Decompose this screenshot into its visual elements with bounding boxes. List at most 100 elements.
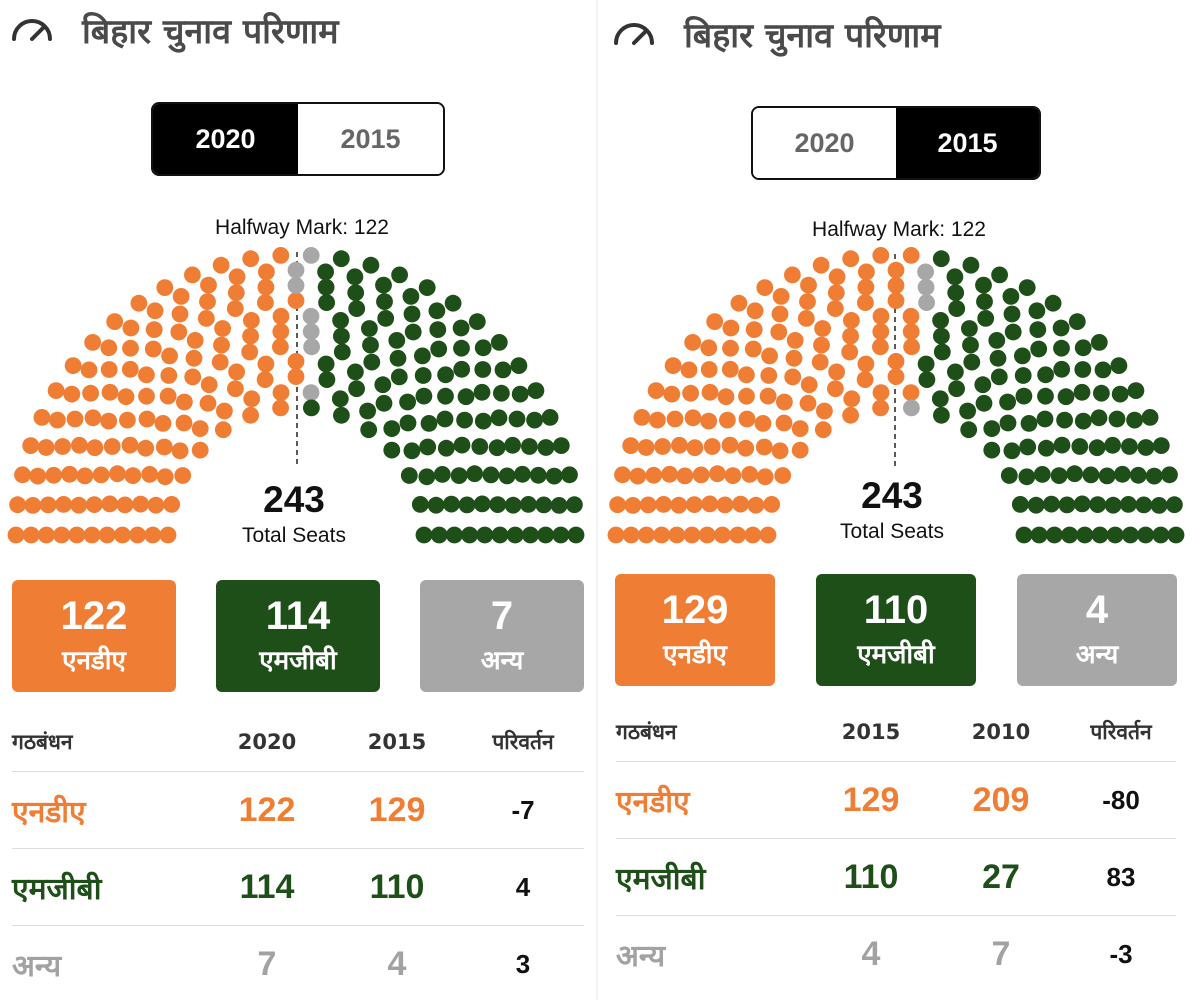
nda-seat-dot bbox=[241, 343, 259, 361]
mgb-seat-dot bbox=[1111, 385, 1129, 403]
nda-seat-dot bbox=[771, 305, 789, 323]
nda-seat-dot bbox=[716, 496, 734, 514]
nda-seat-dot bbox=[242, 327, 259, 345]
mgb-seat-dot bbox=[962, 256, 980, 274]
others-seat-dot bbox=[302, 307, 320, 325]
nda-seat-dot bbox=[243, 390, 261, 408]
mgb-seat-dot bbox=[383, 420, 401, 437]
mgb-seat-dot bbox=[975, 394, 993, 412]
nda-seat-dot bbox=[53, 526, 70, 544]
nda-seat-dot bbox=[816, 402, 833, 420]
page-title: बिहार चुनाव परिणाम bbox=[82, 12, 339, 52]
others-seat-dot bbox=[302, 384, 320, 401]
nda-seat-dot bbox=[83, 526, 101, 544]
nda-seat-dot bbox=[86, 439, 104, 457]
mgb-seat-dot bbox=[960, 421, 978, 439]
nda-seat-dot bbox=[638, 526, 655, 544]
mgb-seat-dot bbox=[1043, 495, 1060, 513]
nda-seat-dot bbox=[242, 250, 260, 268]
col-year-a: 2020 bbox=[237, 729, 297, 754]
nda-seat-dot bbox=[172, 288, 190, 305]
nda-seat-dot bbox=[145, 321, 163, 338]
mgb-seat-dot bbox=[514, 465, 531, 483]
mgb-seat-dot bbox=[453, 360, 471, 378]
mgb-seat-dot bbox=[443, 495, 460, 513]
nda-seat-dot bbox=[257, 294, 274, 311]
nda-seat-dot bbox=[709, 465, 726, 483]
nda-seat-dot bbox=[200, 376, 218, 394]
mgb-seat-dot bbox=[1068, 313, 1086, 330]
mgb-seat-dot bbox=[1127, 382, 1145, 399]
mgb-seat-dot bbox=[390, 368, 408, 386]
mgb-seat-dot bbox=[457, 388, 475, 406]
nda-seat-dot bbox=[80, 361, 98, 379]
seats-year-b: 4 bbox=[387, 945, 407, 983]
total-seats-label: Total Seats bbox=[242, 524, 346, 547]
nda-seat-dot bbox=[82, 384, 99, 402]
nda-seat-dot bbox=[199, 293, 216, 310]
year-option-2015[interactable]: 2015 bbox=[298, 104, 443, 174]
mgb-seat-dot bbox=[963, 353, 981, 371]
nda-seat-dot bbox=[692, 466, 710, 484]
nda-seat-dot bbox=[655, 496, 672, 513]
nda-seat-dot bbox=[887, 261, 905, 279]
nda-seat-dot bbox=[700, 412, 718, 430]
seat-tiles: 129 एनडीए 110 एमजीबी 4 अन्य bbox=[615, 574, 1177, 686]
table-row: एमजीबी 110 27 83 bbox=[616, 839, 1176, 916]
nda-seat-dot bbox=[633, 409, 651, 426]
mgb-seat-dot bbox=[1033, 466, 1051, 483]
nda-seat-dot bbox=[700, 339, 718, 357]
mgb-seat-dot bbox=[404, 323, 422, 341]
mgb-seat-dot bbox=[348, 300, 366, 317]
nda-seat-dot bbox=[287, 368, 305, 385]
table-row: एनडीए 129 209 -80 bbox=[616, 762, 1176, 839]
mgb-seat-dot bbox=[522, 526, 539, 544]
mgb-seat-dot bbox=[359, 402, 376, 420]
col-year-b: 2010 bbox=[971, 719, 1031, 744]
mgb-seat-dot bbox=[446, 526, 463, 544]
mgb-seat-dot bbox=[529, 466, 547, 484]
seat-change: -7 bbox=[511, 794, 535, 825]
table-row: एमजीबी 114 110 4 bbox=[12, 849, 584, 926]
nda-seat-dot bbox=[200, 276, 217, 294]
seats-year-a: 114 bbox=[239, 867, 295, 906]
nda-seat-dot bbox=[745, 321, 763, 338]
seats-year-a: 7 bbox=[257, 945, 277, 983]
nda-seat-dot bbox=[100, 412, 118, 430]
mgb-seat-dot bbox=[1004, 323, 1022, 341]
seats-year-b: 7 bbox=[991, 935, 1011, 973]
nda-seat-dot bbox=[272, 384, 290, 401]
nda-seat-dot bbox=[199, 394, 217, 412]
party-name: एमजीबी bbox=[12, 871, 102, 907]
nda-seat-dot bbox=[684, 409, 702, 427]
nda-seat-dot bbox=[216, 402, 233, 420]
nda-seat-dot bbox=[22, 437, 40, 454]
mgb-seat-dot bbox=[932, 312, 949, 329]
nda-seat-dot bbox=[76, 467, 94, 485]
nda-seat-dot bbox=[857, 294, 874, 311]
nda-seat-dot bbox=[243, 312, 260, 329]
mgb-seat-dot bbox=[933, 406, 950, 424]
nda-seat-dot bbox=[121, 360, 139, 378]
mgb-seat-dot bbox=[1050, 467, 1068, 484]
mgb-seat-dot bbox=[347, 363, 364, 381]
nda-seat-dot bbox=[719, 411, 736, 429]
nda-seat-dot bbox=[68, 526, 86, 544]
others-seat-dot bbox=[302, 247, 320, 264]
year-option-2020[interactable]: 2020 bbox=[753, 108, 896, 178]
nda-seat-dot bbox=[47, 382, 65, 399]
mgb-seat-dot bbox=[493, 384, 510, 402]
parliament-svg: Halfway Mark: 122 243 Total Seats bbox=[607, 218, 1185, 544]
year-option-2015[interactable]: 2015 bbox=[896, 108, 1039, 178]
mgb-seat-dot bbox=[1094, 361, 1112, 379]
mgb-seat-dot bbox=[430, 340, 448, 358]
mgb-seat-dot bbox=[976, 293, 993, 310]
nda-tile: 129 एनडीए bbox=[615, 574, 775, 686]
mgb-seat-dot bbox=[377, 310, 395, 327]
mgb-seat-dot bbox=[545, 467, 563, 485]
mgb-seat-dot bbox=[468, 313, 486, 330]
year-option-2020[interactable]: 2020 bbox=[153, 104, 298, 174]
nda-seat-dot bbox=[668, 526, 686, 544]
mgb-seat-dot bbox=[1073, 383, 1091, 401]
nda-seat-dot bbox=[63, 385, 81, 403]
